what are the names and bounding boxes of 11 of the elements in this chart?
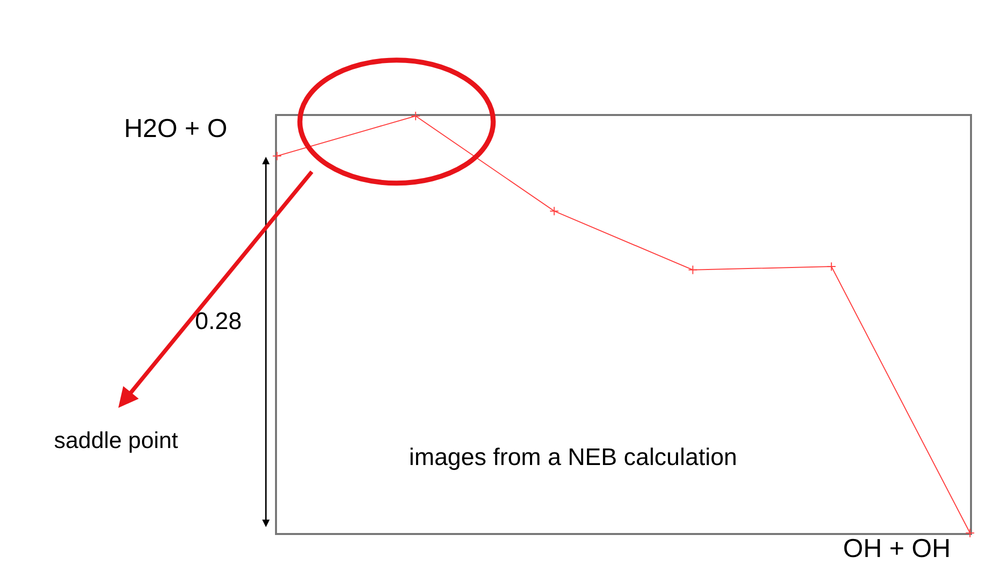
point	[826, 262, 836, 272]
point	[688, 265, 698, 275]
point	[410, 111, 420, 121]
text: saddle point	[54, 427, 179, 453]
point	[272, 151, 282, 161]
text: 0.28	[195, 308, 242, 335]
text: H2O + O	[124, 113, 228, 143]
annotation: OH + OH	[843, 533, 951, 563]
point	[965, 528, 975, 538]
annotation: images from a NEB calculation	[409, 444, 738, 471]
point	[550, 206, 559, 216]
